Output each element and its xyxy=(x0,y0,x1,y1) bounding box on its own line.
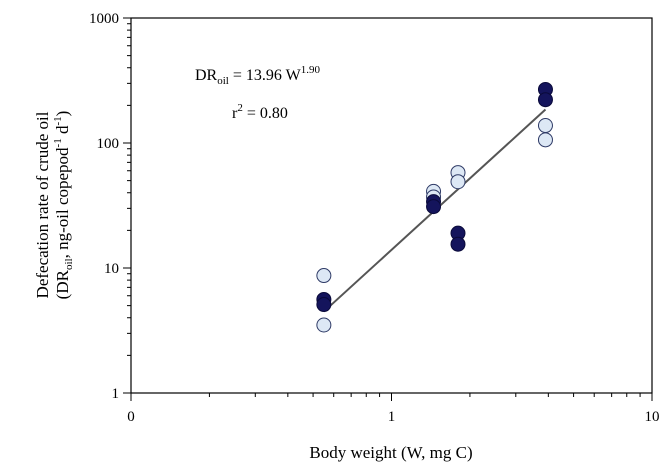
y-tick-label: 100 xyxy=(97,136,120,152)
data-point-series-0-6 xyxy=(537,118,553,134)
r-squared-annotation: r2 = 0.80 xyxy=(232,102,288,122)
x-axis-ticks: 0 1 10 xyxy=(127,393,660,425)
data-point-series-1-7 xyxy=(537,92,553,108)
x-axis-title: Body weight (W, mg C) xyxy=(309,443,472,462)
equation-annotation: DRoil = 13.96 W1.90 xyxy=(195,64,320,87)
data-point-series-1-1 xyxy=(316,297,332,313)
y-tick-label: 1000 xyxy=(89,11,119,27)
y-axis-ticks: 1 10 100 1000 xyxy=(89,11,131,402)
data-point-series-1-5 xyxy=(450,236,466,252)
data-point-series-0-5 xyxy=(450,174,466,190)
data-point-series-1-3 xyxy=(426,199,442,215)
data-points-layer xyxy=(316,81,553,333)
x-tick-label: 0 xyxy=(127,409,135,425)
data-point-series-0-7 xyxy=(537,132,553,148)
data-point-series-0-1 xyxy=(316,317,332,333)
y-tick-label: 1 xyxy=(112,386,120,402)
x-tick-label: 10 xyxy=(645,409,660,425)
y-axis-title-line2: (DRoil, ng-oil copepod-1 d-1) xyxy=(52,111,75,300)
y-axis-title-line1: Defecation rate of crude oil xyxy=(33,111,52,298)
x-tick-label: 1 xyxy=(388,409,396,425)
y-tick-label: 10 xyxy=(104,261,119,277)
data-point-series-0-0 xyxy=(316,268,332,284)
